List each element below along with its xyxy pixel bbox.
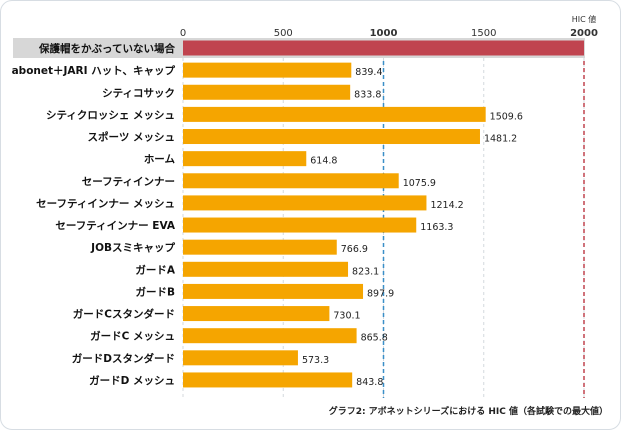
bar [183, 217, 417, 233]
bar [183, 306, 330, 322]
value-label: 1509.6 [490, 111, 523, 122]
value-label: 1075.9 [403, 178, 436, 189]
bar [183, 129, 480, 145]
category-label: 保護帽をかぶっていない場合 [38, 42, 175, 55]
bar [183, 173, 399, 189]
category-label: ガードB [135, 285, 175, 298]
category-label: シティコサック [102, 87, 175, 99]
value-label: 833.8 [354, 89, 381, 100]
category-label: スポーツ メッシュ [88, 131, 175, 144]
category-label: JOBスミキャップ [90, 241, 175, 254]
category-label: シティクロッシェ メッシュ [46, 109, 175, 121]
value-label: 1481.2 [484, 134, 517, 145]
bar [183, 350, 298, 366]
bar [183, 62, 352, 78]
category-label: セーフティインナー メッシュ [36, 198, 175, 210]
x-tick-label: 2000 [570, 28, 598, 39]
bar [183, 84, 351, 100]
value-label: 1214.2 [430, 200, 463, 211]
category-label: abonet＋JARI ハット、キャップ [12, 64, 176, 77]
value-label: 573.3 [302, 355, 329, 366]
category-label: ガードDスタンダード [72, 352, 175, 365]
category-label: ホーム [144, 154, 176, 166]
chart-caption: グラフ2: アボネットシリーズにおける HIC 値（各試験での最大値） [329, 405, 608, 417]
bar [183, 151, 307, 167]
bar [183, 372, 353, 388]
value-label: 865.8 [361, 333, 388, 344]
value-label: 823.1 [352, 266, 379, 277]
value-label: 839.4 [355, 67, 382, 78]
bar [183, 283, 364, 299]
unit-label: HIC 値 [572, 14, 597, 24]
category-label: ガードC メッシュ [90, 330, 175, 343]
category-label: セーフティインナー [82, 176, 175, 188]
x-tick-label: 0 [180, 28, 186, 39]
x-tick-label: 1500 [471, 28, 496, 39]
value-label: 1163.3 [420, 222, 453, 233]
x-tick-label: 500 [274, 28, 293, 39]
bar [183, 106, 486, 122]
bar [183, 239, 337, 255]
value-label: 614.8 [310, 156, 337, 167]
value-label: 897.9 [367, 288, 394, 299]
category-label: ガードCスタンダード [73, 308, 175, 321]
value-label: 843.8 [356, 377, 383, 388]
bar [183, 195, 427, 211]
value-label: 730.1 [333, 311, 360, 322]
category-label: セーフティインナー EVA [55, 220, 175, 232]
bar [183, 40, 584, 56]
x-tick-label: 1000 [370, 28, 398, 39]
bar [183, 328, 357, 344]
category-label: ガードD メッシュ [89, 374, 175, 387]
value-label: 766.9 [341, 244, 368, 255]
bar [183, 261, 349, 277]
category-label: ガードA [135, 263, 175, 276]
